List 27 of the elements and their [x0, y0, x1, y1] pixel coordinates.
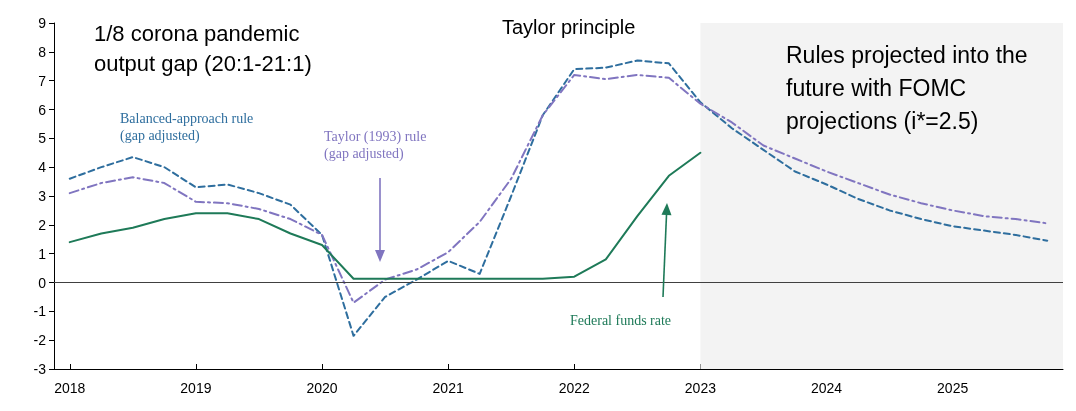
y-tick-label: 9 — [38, 15, 47, 31]
y-tick-label: 7 — [38, 72, 47, 89]
y-tick-label: -1 — [33, 303, 47, 320]
y-tick-label: 2 — [38, 216, 47, 233]
annotation: Taylor principle — [502, 16, 636, 38]
x-tick-label: 2023 — [684, 380, 717, 396]
y-tick-label: 6 — [38, 101, 47, 118]
x-tick-label: 2024 — [810, 380, 843, 396]
x-tick-label: 2021 — [432, 380, 464, 396]
annotation: 1/8 corona pandemic output gap (20:1-21:1) — [94, 20, 312, 76]
text: Taylor (1993) rule (gap adjusted) — [324, 129, 427, 162]
y-tick-label: 3 — [38, 188, 47, 204]
text: Federal funds rate — [570, 313, 672, 328]
x-tick-label: 2025 — [937, 380, 969, 396]
y-tick-label: 1 — [38, 245, 47, 262]
y-tick-label: 5 — [38, 130, 47, 147]
x-tick-label: 2018 — [54, 380, 86, 396]
x-tick-label: 2020 — [306, 380, 338, 396]
x-tick-label: 2022 — [558, 380, 591, 396]
y-tick-label: 8 — [38, 43, 47, 60]
annotation: Rules projected into the future with FOMC projections (i*=2.5) — [786, 41, 1028, 134]
y-tick-label: -2 — [33, 332, 47, 349]
series-label: Balanced-approach rule (gap adjusted) — [120, 111, 254, 144]
y-tick-label: -3 — [33, 361, 47, 377]
x-tick-label: 2019 — [180, 380, 212, 396]
y-tick-label: 4 — [38, 159, 47, 176]
y-tick-label: 0 — [38, 274, 47, 291]
